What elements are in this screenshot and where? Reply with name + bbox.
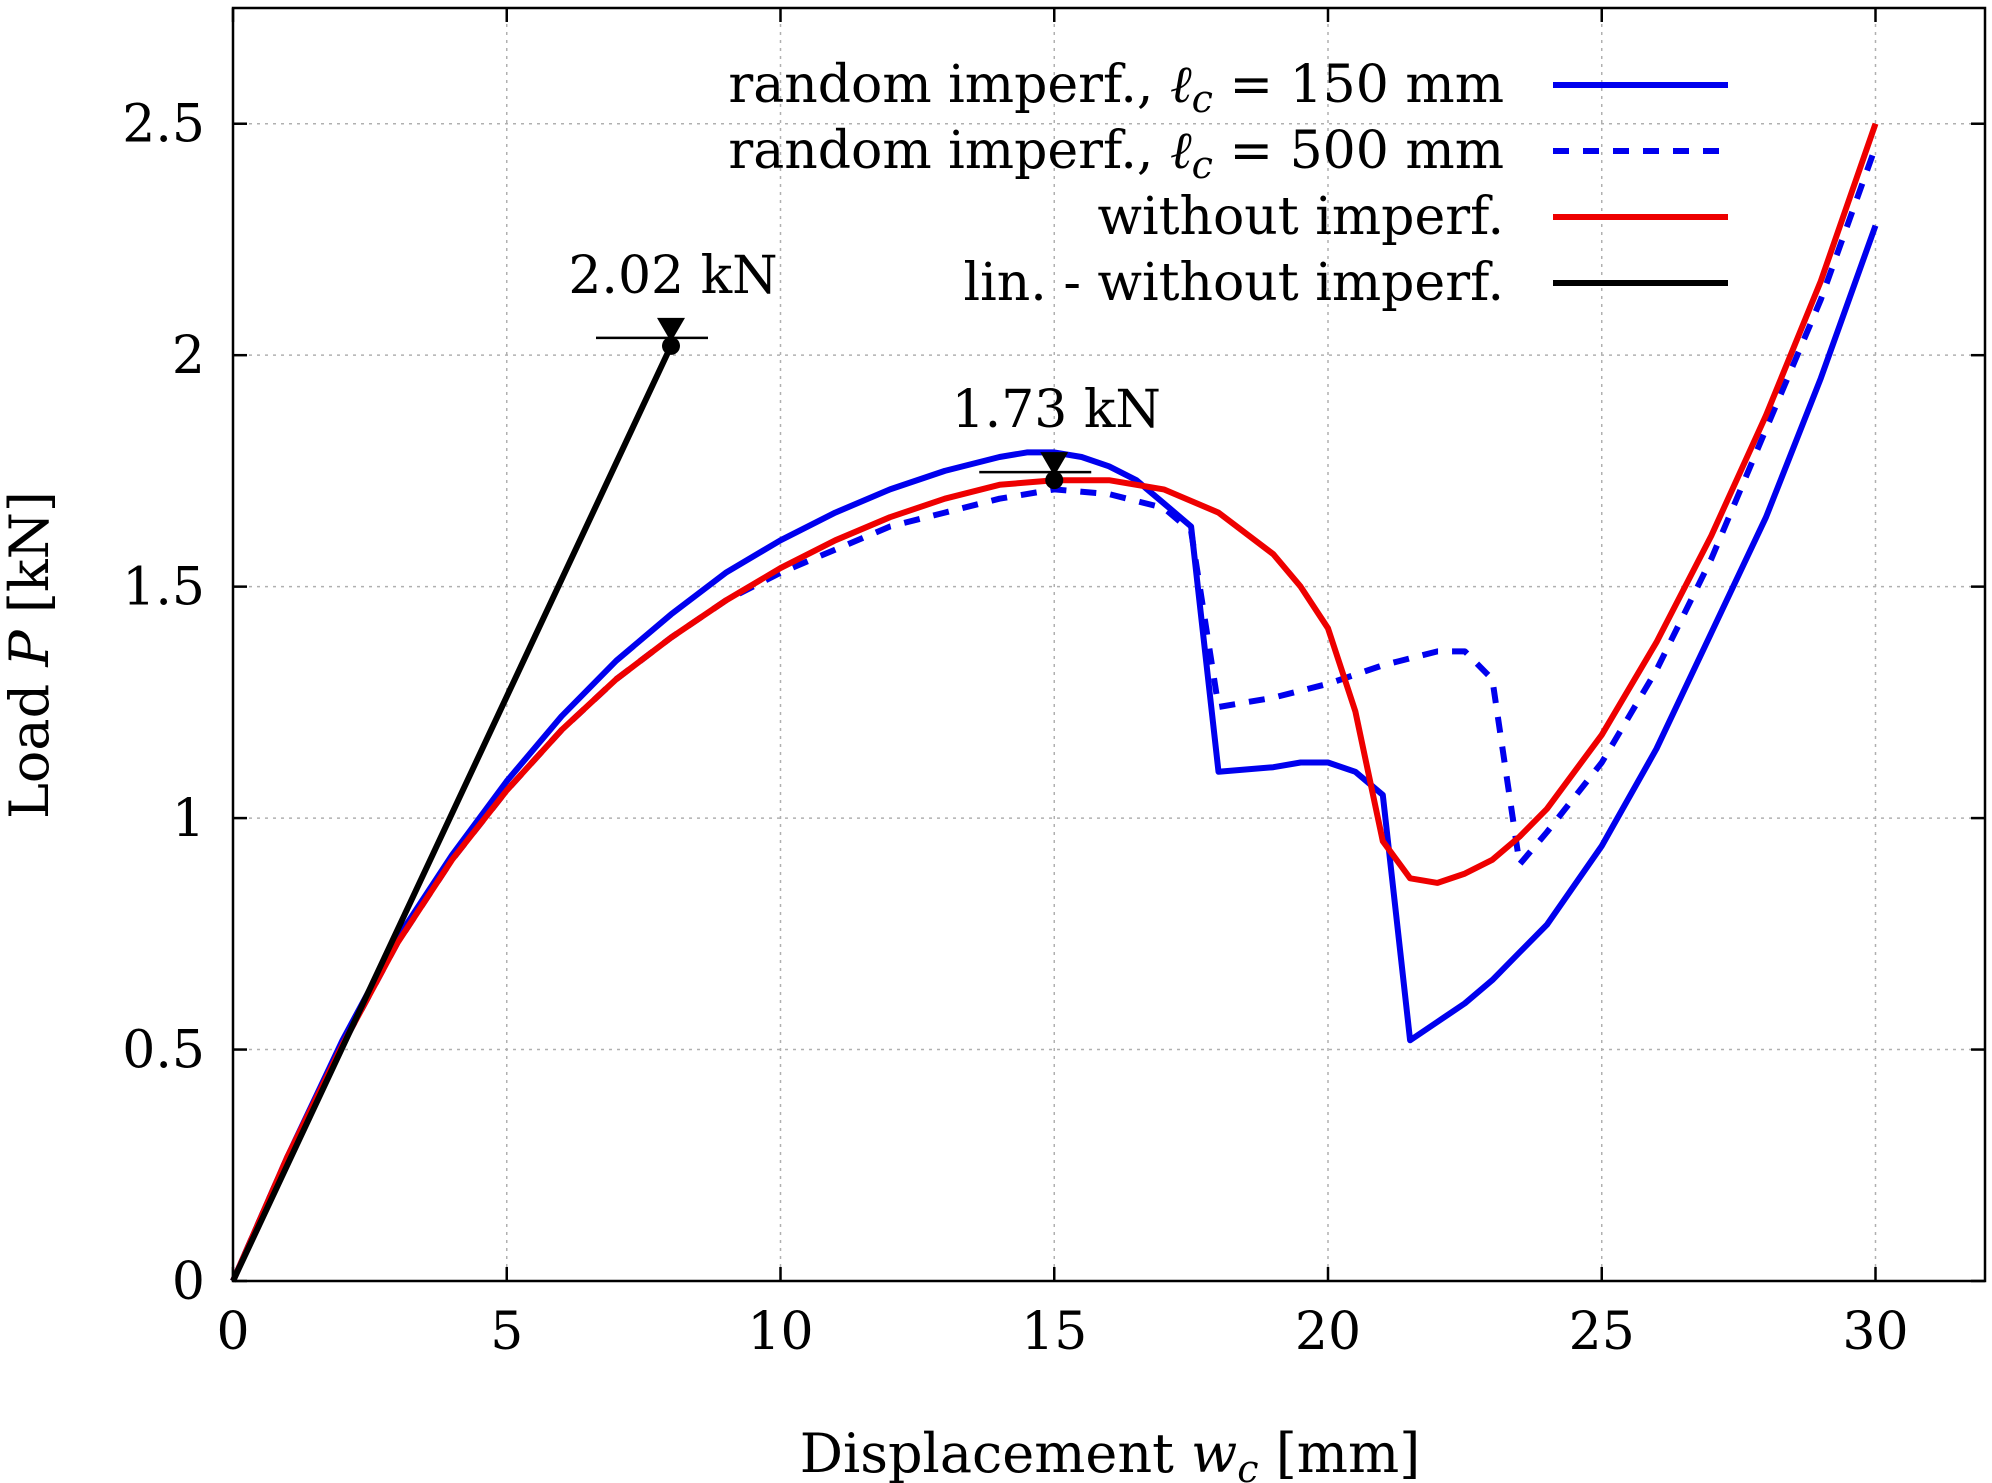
x-tick-label: 10 (747, 1302, 813, 1362)
annotation-label: 2.02 kN (568, 246, 777, 306)
y-axis-title: Load P [kN] (0, 491, 61, 819)
series-lines (230, 122, 1879, 1283)
peak-annotations: 2.02 kN 1.73 kN (568, 246, 1161, 490)
x-tick-label: 20 (1295, 1302, 1361, 1362)
annotation-point (662, 336, 680, 355)
x-axis-title: Displacement wc [mm] (800, 1422, 1421, 1483)
x-tick-label: 15 (1021, 1302, 1087, 1362)
plot-frame (231, 6, 1987, 1283)
y-tick-label: 1.5 (122, 558, 205, 618)
legend-label: lin. - without imperf. (964, 253, 1504, 313)
x-tick-label: 25 (1569, 1302, 1635, 1362)
x-tick-label: 5 (490, 1302, 523, 1362)
annotation-marker-icon (657, 317, 685, 342)
legend-label: random imperf., ℓc = 150 mm (728, 55, 1504, 121)
x-tick-label: 0 (216, 1302, 249, 1362)
y-tick-label: 1 (172, 789, 205, 849)
annotation-point (1045, 471, 1064, 490)
legend-label: without imperf. (1097, 187, 1504, 247)
axis-ticks: 0 5 10 15 20 25 30 0 0.5 1 1.5 2 2.5 (122, 8, 1985, 1362)
annotation-marker-icon (1040, 452, 1069, 477)
series-line (230, 344, 674, 1283)
y-tick-label: 0 (172, 1252, 205, 1312)
legend-label: random imperf., ℓc = 500 mm (728, 121, 1504, 187)
annotation-label: 1.73 kN (952, 380, 1161, 440)
y-tick-label: 2 (172, 326, 205, 386)
y-tick-label: 0.5 (122, 1021, 205, 1081)
series-line (230, 224, 1879, 1283)
series-line (230, 122, 1879, 1283)
y-tick-label: 2.5 (122, 95, 205, 155)
x-tick-label: 30 (1842, 1302, 1908, 1362)
